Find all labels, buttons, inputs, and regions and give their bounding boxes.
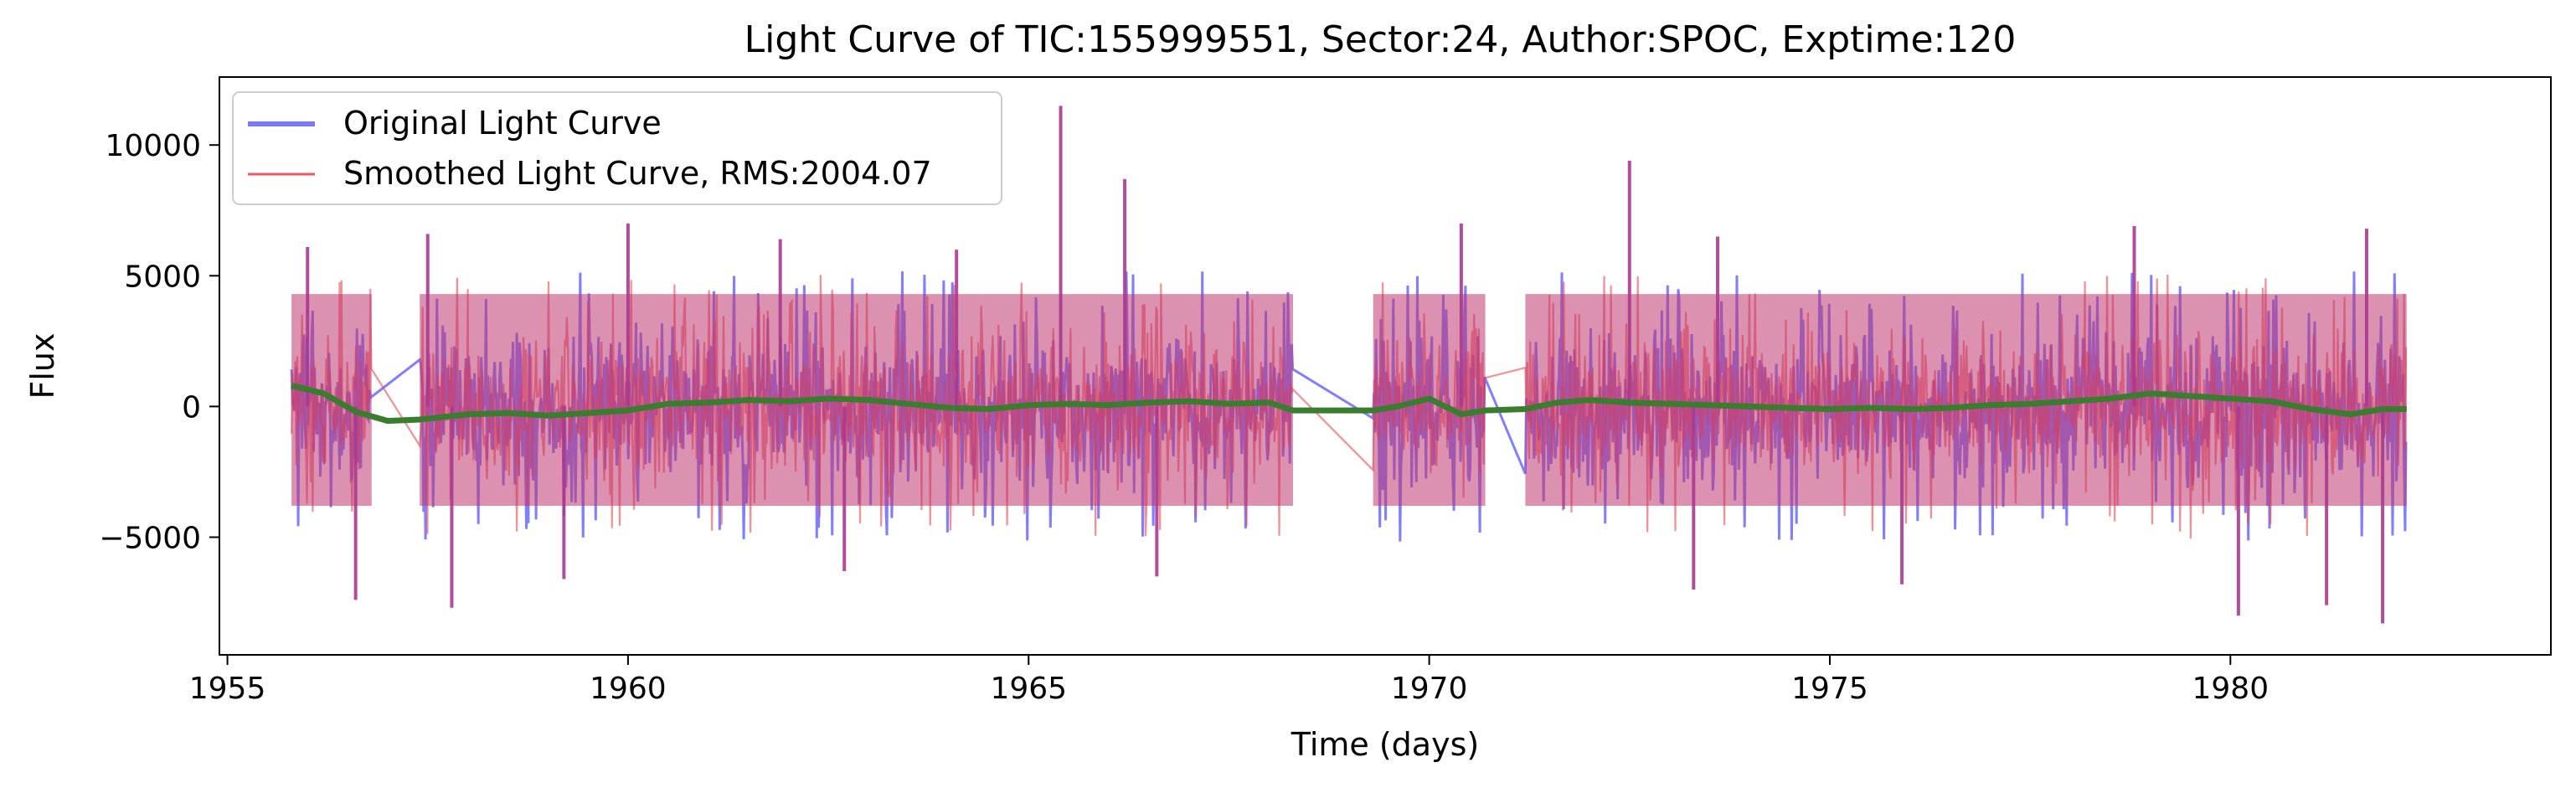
legend: Original Light Curve Smoothed Light Curv… (232, 91, 1002, 205)
legend-label-original: Original Light Curve (343, 105, 662, 142)
y-tick-label: 5000 (124, 260, 201, 294)
x-tick-label: 1970 (1391, 672, 1468, 706)
x-tick-label: 1975 (1791, 672, 1868, 706)
x-tick-label: 1960 (590, 672, 667, 706)
y-tick-label: 10000 (105, 129, 201, 163)
y-tick-label: 0 (182, 390, 201, 425)
plot-frame (219, 76, 2552, 656)
plot-data (290, 106, 2408, 624)
chart-title: Light Curve of TIC:155999551, Sector:24,… (744, 18, 2017, 61)
y-axis: −5000 0 5000 10000 (99, 129, 219, 556)
y-axis-label: Flux (24, 333, 61, 399)
x-axis: 1955 1960 1965 1970 1975 1980 (189, 655, 2269, 706)
series-trend (291, 383, 2407, 425)
x-tick-label: 1980 (2192, 672, 2269, 706)
x-axis-label: Time (days) (1291, 726, 1479, 763)
x-tick-label: 1955 (189, 672, 266, 706)
legend-box (232, 91, 1002, 205)
x-tick-label: 1965 (990, 672, 1067, 706)
legend-label-smoothed: Smoothed Light Curve, RMS:2004.07 (343, 155, 932, 192)
y-tick-label: −5000 (99, 522, 201, 556)
